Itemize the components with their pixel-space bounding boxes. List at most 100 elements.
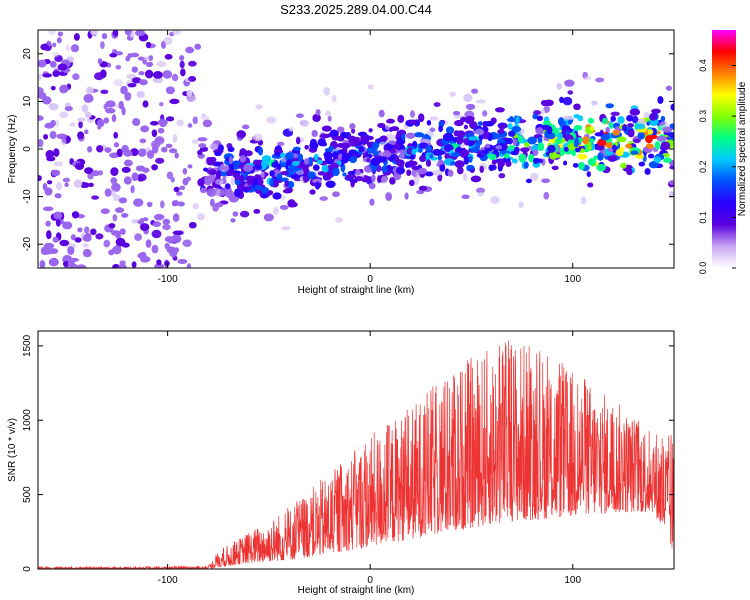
spectrogram-cell: [157, 127, 165, 134]
spectrogram-cell: [511, 126, 522, 133]
spectrogram-cell: [367, 84, 374, 90]
spectrogram-cell: [499, 123, 506, 130]
colorbar-tick-label: 0.2: [698, 160, 708, 173]
spectrogram-cell: [163, 36, 173, 45]
spectrogram-cell: [413, 132, 425, 138]
spectrogram-cell: [60, 137, 67, 146]
spectrogram-cell: [136, 91, 145, 98]
spectrogram-cell: [151, 164, 158, 171]
spectrogram-cell: [253, 209, 261, 214]
spectrogram-cell: [627, 129, 635, 138]
spectrogram-cell: [410, 110, 415, 118]
spectrogram-cell: [255, 104, 263, 110]
spectrogram-cell: [670, 103, 674, 111]
spectrogram-cell: [39, 260, 46, 268]
spectrogram-cell: [637, 131, 645, 140]
spectrogram-cell: [626, 168, 633, 176]
spectrogram-cell: [324, 171, 332, 181]
spectrogram-cell: [508, 130, 516, 137]
spectrogram-cell: [272, 192, 282, 200]
spectrogram-cell: [119, 260, 126, 265]
spectrogram-cell: [454, 160, 465, 169]
spectrogram-cell: [192, 203, 199, 210]
spectrogram-cell: [563, 146, 569, 152]
spectrogram-cell: [84, 167, 94, 175]
spectrogram-cell: [381, 175, 388, 184]
spectrogram-cell: [202, 119, 212, 128]
spectrogram-cell: [218, 164, 230, 173]
spectrogram-cell: [83, 94, 94, 103]
spectrogram-cell: [50, 120, 56, 127]
spectrogram-cell: [453, 111, 461, 116]
y-tick-label: 1500: [22, 334, 33, 357]
spectrogram-cell: [406, 169, 412, 176]
spectrogram-cell: [173, 186, 180, 193]
spectrogram-cell: [74, 237, 82, 243]
spectrogram-cell: [511, 158, 518, 164]
spectrogram-cell: [115, 207, 125, 213]
spectrogram-cell: [343, 153, 351, 162]
spectrogram-cell: [109, 53, 117, 58]
spectrogram-cell: [260, 187, 269, 193]
spectrogram-cell: [123, 149, 133, 157]
spectrogram-cell: [577, 153, 588, 160]
spectrogram-cell: [573, 114, 580, 119]
spectrogram-cell: [138, 71, 145, 76]
spectrogram-cell: [385, 133, 396, 141]
spectrogram-cell: [432, 169, 443, 176]
spectrogram-cell: [38, 59, 47, 68]
spectrogram-cell: [48, 30, 57, 36]
spectrogram-cell: [132, 118, 141, 126]
spectrogram-cell: [384, 144, 394, 149]
spectrogram-cell: [214, 178, 224, 185]
spectrogram-cell: [602, 117, 608, 125]
spectrogram-cell: [118, 101, 124, 110]
spectrogram-cell: [176, 191, 183, 196]
spectrogram-cell: [148, 55, 153, 61]
spectrogram-cell: [95, 233, 104, 240]
spectrogram-cell: [287, 181, 295, 189]
spectrogram-cell: [617, 116, 625, 124]
spectrogram-cell: [527, 136, 537, 145]
spectrogram-cell: [131, 261, 137, 268]
spectrogram-cell: [182, 178, 189, 186]
spectrogram-cell: [103, 239, 111, 248]
spectrogram-cell: [62, 260, 70, 267]
spectrogram-cell: [239, 210, 250, 218]
colorbar-label: Normalized spectral amplitude: [737, 81, 748, 216]
spectrogram-cell: [146, 150, 155, 159]
spectrogram-cell: [321, 165, 329, 173]
spectrogram-cell: [110, 177, 118, 185]
spectrogram-cell: [399, 151, 406, 160]
spectrogram-cell: [81, 104, 89, 113]
spectrogram-cell: [161, 146, 168, 153]
spectrogram-cell: [55, 219, 61, 227]
spectrogram-cell: [593, 155, 598, 160]
spectrogram-cell: [436, 150, 446, 155]
spectrogram-cell: [627, 123, 635, 128]
spectrogram-cell: [513, 146, 520, 153]
spectrogram-cell: [463, 124, 468, 130]
spectrogram-cell: [234, 179, 241, 186]
spectrogram-cell: [51, 169, 61, 177]
spectrogram-cell: [152, 221, 161, 227]
spectrogram-cell: [642, 154, 647, 163]
spectrogram-cell: [197, 149, 203, 156]
spectrogram-cell: [159, 102, 164, 107]
spectrogram-cell: [44, 187, 53, 196]
spectrogram-cell: [369, 198, 375, 206]
spectrogram-cell: [518, 153, 527, 163]
spectrogram-cell: [416, 190, 425, 195]
spectrogram-cell: [57, 37, 62, 44]
spectrogram-cell: [225, 183, 231, 190]
spectrogram-cell: [567, 119, 572, 125]
spectrogram-cell: [429, 116, 439, 121]
spectrogram-cell: [312, 113, 321, 122]
spectrogram-cell: [100, 41, 105, 50]
spectrogram-cell: [404, 192, 409, 200]
snr-panel: -100 0 100 0 500 1000 1500 Height of straight…: [7, 330, 675, 596]
spectrogram-cell: [142, 167, 150, 173]
spectrogram-cell: [463, 156, 470, 165]
spectrogram-cell: [210, 198, 215, 207]
spectrogram-cell: [50, 86, 56, 91]
